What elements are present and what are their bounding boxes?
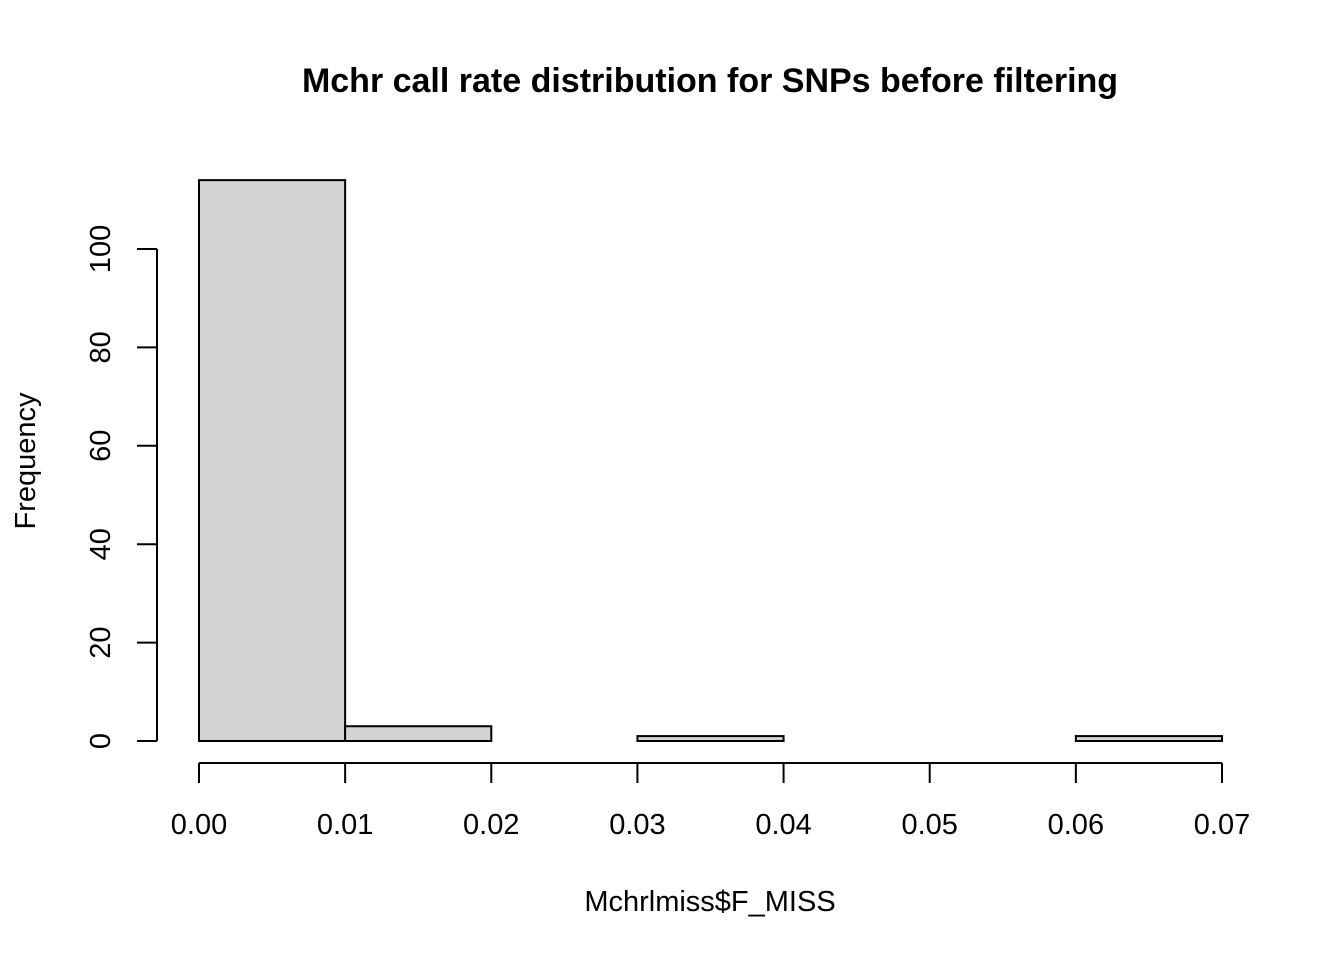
x-tick-label: 0.00 xyxy=(171,809,227,841)
x-tick-label: 0.06 xyxy=(1048,809,1104,841)
histogram-bar-1 xyxy=(344,725,493,742)
y-tick-label: 80 xyxy=(85,331,117,363)
x-tick-label: 0.02 xyxy=(463,809,519,841)
y-tick-label: 100 xyxy=(85,225,117,273)
y-axis: 0 20 40 60 80 100 xyxy=(85,225,158,749)
y-tick-label: 20 xyxy=(85,626,117,658)
chart-title: Mchr call rate distribution for SNPs bef… xyxy=(302,62,1118,100)
x-tick-label: 0.04 xyxy=(755,809,811,841)
y-axis-label: Frequency xyxy=(10,392,42,530)
histogram-bar-0 xyxy=(198,179,347,742)
bars-group xyxy=(198,179,1224,743)
x-tick-label: 0.05 xyxy=(901,809,957,841)
x-axis-label: Mchrlmiss$F_MISS xyxy=(584,886,835,918)
y-tick-label: 40 xyxy=(85,528,117,560)
histogram-bar-6 xyxy=(1074,735,1224,743)
y-tick-label: 60 xyxy=(85,430,117,462)
x-tick-label: 0.07 xyxy=(1194,809,1250,841)
y-tick-label: 0 xyxy=(85,733,117,749)
x-tick-label: 0.01 xyxy=(317,809,373,841)
histogram-bar-3 xyxy=(636,735,785,743)
x-tick-label: 0.03 xyxy=(609,809,665,841)
x-axis: 0.00 0.01 0.02 0.03 0.04 0.05 0.06 0.07 xyxy=(171,762,1250,841)
